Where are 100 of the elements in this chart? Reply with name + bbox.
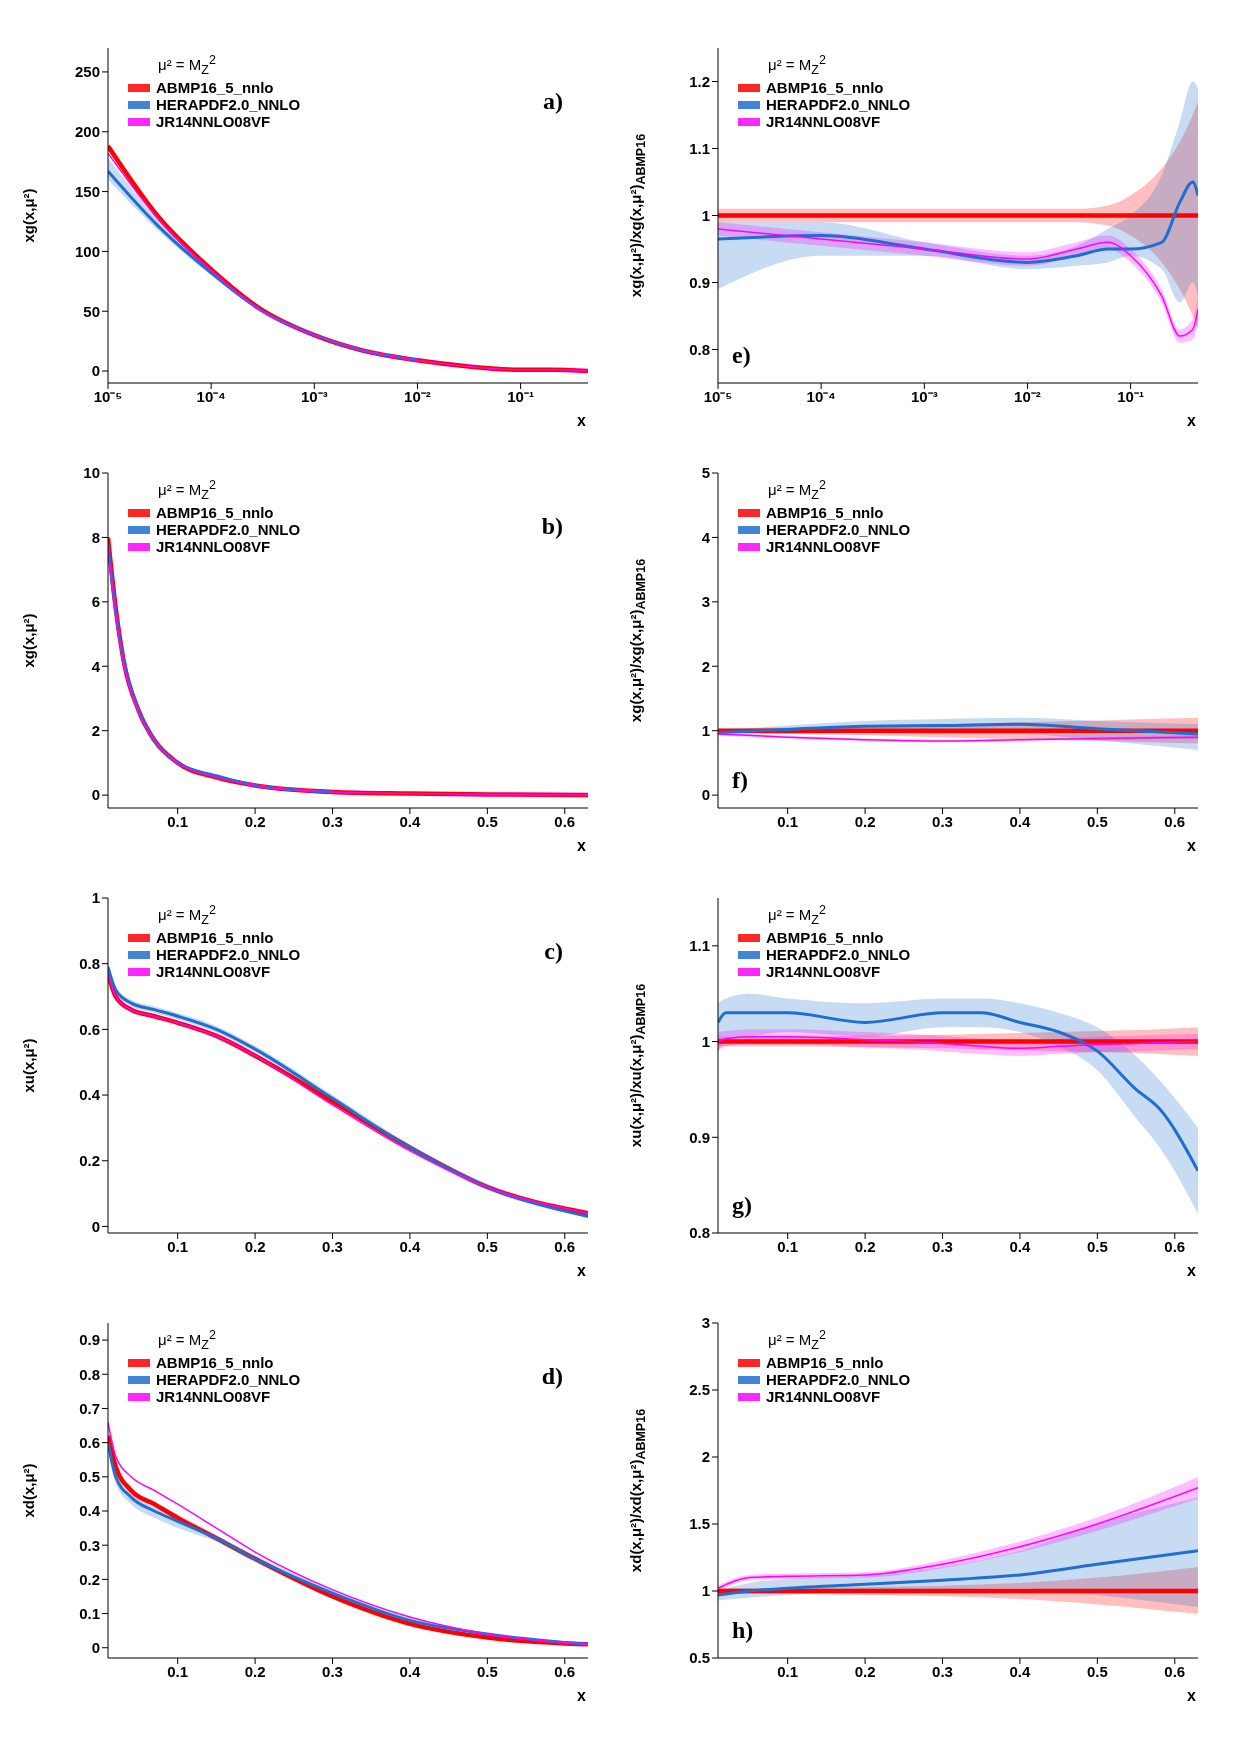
x-tick-label: 0.5 bbox=[476, 812, 498, 830]
y-tick-label: 1 bbox=[701, 1582, 710, 1600]
annotation: b) bbox=[541, 513, 563, 540]
annotation: f) bbox=[732, 767, 748, 794]
legend-label: HERAPDF2.0_NNLO bbox=[156, 96, 301, 113]
y-tick-label: 8 bbox=[91, 528, 100, 546]
y-tick-label: 3 bbox=[701, 1314, 710, 1332]
x-tick-label: 0.5 bbox=[1086, 1237, 1108, 1255]
x-tick-label: 0.4 bbox=[399, 1237, 422, 1255]
y-tick-label: 1 bbox=[91, 889, 100, 907]
x-tick-label: 10⁻¹ bbox=[1117, 387, 1144, 405]
x-tick-label: 10⁻² bbox=[404, 387, 431, 405]
y-tick-label: 0.8 bbox=[689, 340, 710, 358]
y-tick-label: 1.2 bbox=[689, 72, 710, 90]
legend-label: JR14NNLO08VF bbox=[156, 113, 271, 130]
legend-label: JR14NNLO08VF bbox=[156, 1388, 271, 1405]
x-tick-label: 10⁻³ bbox=[300, 387, 328, 405]
legend-label: HERAPDF2.0_NNLO bbox=[766, 1371, 911, 1388]
y-tick-label: 0.6 bbox=[79, 1020, 100, 1038]
y-tick-label: 0.8 bbox=[79, 955, 100, 973]
y-tick-label: 0.2 bbox=[79, 1152, 100, 1170]
legend-label: HERAPDF2.0_NNLO bbox=[766, 521, 911, 538]
x-tick-label: 0.4 bbox=[1009, 812, 1032, 830]
annotation: c) bbox=[544, 938, 563, 965]
legend-label: ABMP16_5_nnlo bbox=[156, 929, 274, 946]
annotation: d) bbox=[541, 1363, 563, 1390]
y-tick-label: 50 bbox=[83, 302, 100, 320]
y-axis-title: xg(x,μ²) bbox=[19, 613, 37, 668]
x-tick-label: 0.5 bbox=[1086, 812, 1108, 830]
x-tick-label: 0.6 bbox=[1164, 1237, 1186, 1255]
y-tick-label: 0.1 bbox=[79, 1604, 100, 1622]
y-tick-label: 0 bbox=[91, 786, 100, 804]
legend-label: HERAPDF2.0_NNLO bbox=[156, 1371, 301, 1388]
x-tick-label: 0.6 bbox=[554, 1237, 576, 1255]
x-tick-label: 0.6 bbox=[1164, 1662, 1186, 1680]
x-tick-label: 0.1 bbox=[167, 1237, 189, 1255]
y-tick-label: 2.5 bbox=[689, 1381, 710, 1399]
x-tick-label: 0.6 bbox=[554, 1662, 576, 1680]
legend-label: ABMP16_5_nnlo bbox=[156, 79, 274, 96]
x-tick-label: 0.1 bbox=[777, 1662, 799, 1680]
y-tick-label: 0.3 bbox=[79, 1536, 100, 1554]
legend-label: ABMP16_5_nnlo bbox=[766, 1354, 884, 1371]
x-tick-label: 0.1 bbox=[777, 812, 799, 830]
y-tick-label: 0.4 bbox=[79, 1086, 101, 1104]
x-tick-label: 0.1 bbox=[167, 812, 189, 830]
legend-label: ABMP16_5_nnlo bbox=[766, 929, 884, 946]
y-tick-label: 0 bbox=[91, 362, 100, 380]
y-tick-label: 6 bbox=[91, 593, 100, 611]
annotation: e) bbox=[732, 342, 751, 369]
x-axis-title: x bbox=[577, 1687, 587, 1704]
x-tick-label: 0.5 bbox=[1086, 1662, 1108, 1680]
y-tick-label: 100 bbox=[74, 242, 100, 260]
x-axis-title: x bbox=[577, 1262, 587, 1279]
x-tick-label: 0.3 bbox=[322, 1237, 343, 1255]
legend-label: ABMP16_5_nnlo bbox=[156, 504, 274, 521]
y-axis-title: xg(x,μ²) bbox=[19, 188, 37, 243]
y-axis-title: xu(x,μ²) bbox=[19, 1038, 37, 1093]
x-tick-label: 0.5 bbox=[476, 1237, 498, 1255]
y-tick-label: 1.1 bbox=[689, 937, 710, 955]
legend-label: ABMP16_5_nnlo bbox=[156, 1354, 274, 1371]
y-tick-label: 0.9 bbox=[689, 273, 710, 291]
legend-label: JR14NNLO08VF bbox=[766, 1388, 881, 1405]
y-tick-label: 0.7 bbox=[79, 1399, 100, 1417]
y-tick-label: 0.8 bbox=[689, 1224, 710, 1242]
y-tick-label: 1 bbox=[701, 722, 710, 740]
y-tick-label: 10 bbox=[83, 464, 100, 482]
x-tick-label: 10⁻⁴ bbox=[196, 387, 226, 405]
legend-label: JR14NNLO08VF bbox=[156, 963, 271, 980]
y-tick-label: 0.9 bbox=[689, 1128, 710, 1146]
y-tick-label: 200 bbox=[74, 123, 100, 141]
legend-label: JR14NNLO08VF bbox=[766, 538, 881, 555]
y-tick-label: 2 bbox=[91, 722, 100, 740]
y-tick-label: 1.5 bbox=[689, 1515, 710, 1533]
x-tick-label: 0.4 bbox=[399, 812, 422, 830]
x-tick-label: 0.4 bbox=[1009, 1237, 1032, 1255]
y-tick-label: 2 bbox=[701, 1448, 710, 1466]
legend-label: JR14NNLO08VF bbox=[766, 113, 881, 130]
x-tick-label: 10⁻⁵ bbox=[93, 387, 123, 405]
x-tick-label: 10⁻¹ bbox=[507, 387, 534, 405]
legend-label: HERAPDF2.0_NNLO bbox=[156, 946, 301, 963]
x-tick-label: 0.2 bbox=[854, 1237, 876, 1255]
annotation: a) bbox=[543, 88, 563, 115]
x-tick-label: 0.3 bbox=[322, 812, 343, 830]
legend-label: HERAPDF2.0_NNLO bbox=[156, 521, 301, 538]
x-tick-label: 0.3 bbox=[932, 1237, 953, 1255]
x-tick-label: 0.3 bbox=[932, 812, 953, 830]
y-tick-label: 0.5 bbox=[79, 1468, 100, 1486]
x-axis-title: x bbox=[577, 412, 587, 429]
y-tick-label: 1.1 bbox=[689, 139, 710, 157]
y-tick-label: 250 bbox=[74, 63, 100, 81]
x-axis-title: x bbox=[577, 837, 587, 854]
y-tick-label: 0.2 bbox=[79, 1570, 100, 1588]
x-tick-label: 0.6 bbox=[554, 812, 576, 830]
legend-label: HERAPDF2.0_NNLO bbox=[766, 96, 911, 113]
x-tick-label: 0.6 bbox=[1164, 812, 1186, 830]
y-tick-label: 0.4 bbox=[79, 1502, 101, 1520]
x-tick-label: 0.4 bbox=[399, 1662, 422, 1680]
y-tick-label: 0 bbox=[91, 1639, 100, 1657]
x-tick-label: 10⁻⁵ bbox=[703, 387, 733, 405]
x-tick-label: 0.2 bbox=[244, 1662, 266, 1680]
